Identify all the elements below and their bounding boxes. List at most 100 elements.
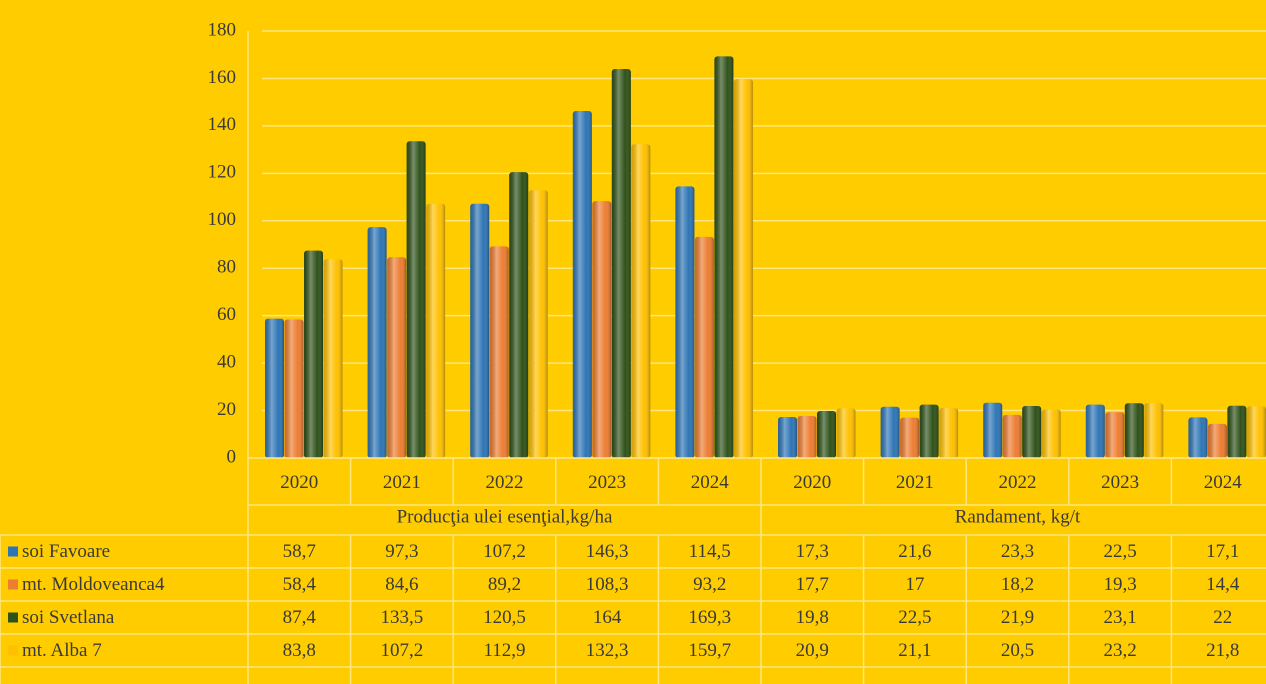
bar-shine xyxy=(367,227,387,458)
y-tick-label: 100 xyxy=(208,209,237,230)
y-tick-label: 0 xyxy=(227,446,237,467)
table-value: 159,7 xyxy=(688,640,731,661)
y-tick-label: 80 xyxy=(217,257,236,278)
bar-shine xyxy=(1227,405,1247,458)
table-value: 23,3 xyxy=(1001,541,1034,562)
x-tick-label: 2024 xyxy=(691,472,730,493)
table-value: 19,3 xyxy=(1103,574,1136,595)
legend-label: mt. Moldoveanca4 xyxy=(22,574,165,595)
bar-shine xyxy=(1207,423,1227,458)
table-value: 58,4 xyxy=(283,574,317,595)
table-value: 22 xyxy=(1213,607,1232,628)
bar-shine xyxy=(1124,403,1144,458)
bar-shine xyxy=(1002,414,1022,458)
table-value: 83,8 xyxy=(283,640,316,661)
table-value: 120,5 xyxy=(483,607,526,628)
bar-shine xyxy=(1246,406,1266,458)
bar-shine xyxy=(387,257,407,458)
bar-shine xyxy=(631,144,651,458)
table-value: 22,5 xyxy=(898,607,931,628)
y-tick-label: 140 xyxy=(208,114,237,135)
table-value: 21,6 xyxy=(898,541,931,562)
legend-label: soi Favoare xyxy=(22,541,110,562)
legend-swatch xyxy=(8,612,18,623)
bar-shine xyxy=(797,416,817,458)
bar-shine xyxy=(983,402,1003,458)
legend-swatch xyxy=(8,579,18,590)
table-value: 23,2 xyxy=(1103,640,1136,661)
table-value: 108,3 xyxy=(586,574,629,595)
table-value: 93,2 xyxy=(693,574,726,595)
bar-shine xyxy=(572,110,592,459)
bar-shine xyxy=(919,404,939,458)
bar-shine xyxy=(611,68,631,458)
bar-shine xyxy=(1105,412,1125,458)
group-label: Randament, kg/t xyxy=(955,506,1081,527)
bar-shine xyxy=(265,318,284,458)
table-value: 133,5 xyxy=(381,607,424,628)
x-tick-label: 2021 xyxy=(383,472,421,493)
table-value: 21,9 xyxy=(1001,607,1034,628)
legend-label: soi Svetlana xyxy=(22,607,115,628)
bar-shine xyxy=(939,407,959,458)
y-tick-label: 120 xyxy=(208,162,237,183)
y-tick-label: 20 xyxy=(217,399,236,420)
table-value: 146,3 xyxy=(586,541,629,562)
table-value: 17 xyxy=(905,574,924,595)
bar-shine xyxy=(509,172,529,458)
table-value: 169,3 xyxy=(688,607,731,628)
legend-label: mt. Alba 7 xyxy=(22,640,102,661)
table-value: 21,8 xyxy=(1206,640,1239,661)
y-tick-label: 180 xyxy=(208,19,237,40)
table-value: 17,7 xyxy=(796,574,829,595)
table-value: 19,8 xyxy=(796,607,829,628)
table-value: 18,2 xyxy=(1001,574,1034,595)
bar-shine xyxy=(304,250,323,458)
bar-shine xyxy=(880,406,900,458)
legend-swatch xyxy=(8,546,18,557)
bar-shine xyxy=(592,201,612,459)
group-label: Producţia ulei esenţial,kg/ha xyxy=(397,506,613,527)
bar-shine xyxy=(714,56,734,458)
table-value: 23,1 xyxy=(1103,607,1136,628)
bar-shine xyxy=(694,236,714,458)
x-tick-label: 2023 xyxy=(588,472,626,493)
bar-shine xyxy=(284,319,304,458)
bar-shine xyxy=(426,203,446,458)
table-value: 132,3 xyxy=(586,640,629,661)
bar-shine xyxy=(733,79,753,458)
bar-shine xyxy=(836,408,856,458)
legend-swatch xyxy=(8,645,18,656)
table-value: 17,3 xyxy=(796,541,829,562)
table-value: 87,4 xyxy=(283,607,317,628)
bar-shine xyxy=(489,246,509,458)
x-tick-label: 2020 xyxy=(280,472,318,493)
bar-shine xyxy=(1041,409,1061,458)
y-tick-label: 160 xyxy=(208,67,237,88)
bar-shine xyxy=(675,186,695,458)
y-tick-label: 60 xyxy=(217,304,236,325)
x-tick-label: 2021 xyxy=(896,472,934,493)
bar-shine xyxy=(528,190,548,458)
table-value: 20,9 xyxy=(796,640,829,661)
x-tick-label: 2023 xyxy=(1101,472,1139,493)
table-value: 20,5 xyxy=(1001,640,1034,661)
table-value: 107,2 xyxy=(483,541,526,562)
y-tick-label: 40 xyxy=(217,351,236,372)
bar-shine xyxy=(323,259,343,458)
table-value: 97,3 xyxy=(385,541,418,562)
bar-shine xyxy=(1144,402,1164,458)
bar-shine xyxy=(406,141,426,458)
bar-shine xyxy=(1188,417,1208,458)
table-value: 22,5 xyxy=(1103,541,1136,562)
table-value: 21,1 xyxy=(898,640,931,661)
bar-shine xyxy=(1085,404,1105,458)
x-tick-label: 2022 xyxy=(999,472,1037,493)
x-tick-label: 2024 xyxy=(1204,472,1243,493)
bar-shine xyxy=(778,416,797,458)
table-value: 164 xyxy=(593,607,622,628)
table-value: 17,1 xyxy=(1206,541,1239,562)
bar-shine xyxy=(1022,406,1042,458)
x-tick-label: 2020 xyxy=(793,472,831,493)
